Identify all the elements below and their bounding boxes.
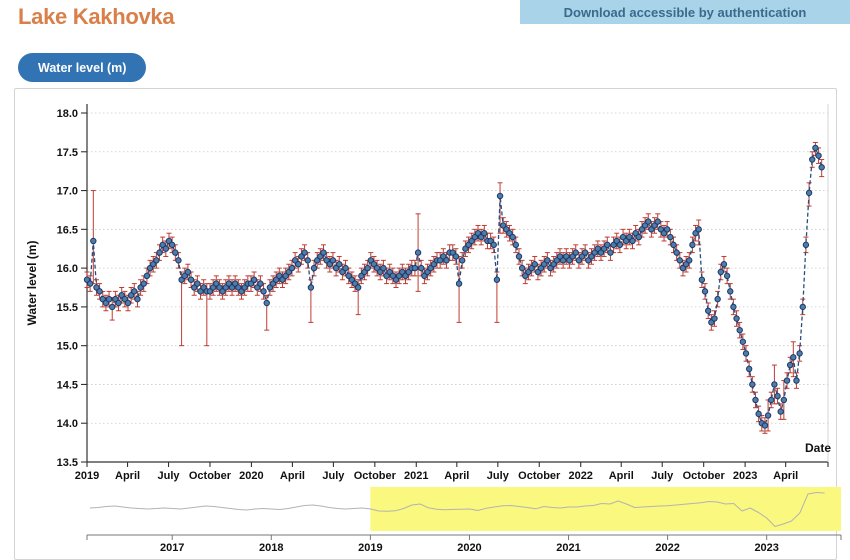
- svg-text:16.5: 16.5: [57, 224, 78, 236]
- svg-text:April: April: [280, 470, 305, 482]
- svg-text:July: July: [487, 470, 510, 482]
- svg-text:October: October: [354, 470, 397, 482]
- svg-text:July: July: [158, 470, 181, 482]
- svg-text:2021: 2021: [556, 542, 580, 554]
- svg-text:April: April: [444, 470, 469, 482]
- overview-line: [89, 492, 825, 527]
- svg-text:2022: 2022: [568, 470, 592, 482]
- auth-download-banner[interactable]: Download accessible by authentication: [520, 0, 850, 24]
- svg-text:17.0: 17.0: [57, 186, 78, 198]
- svg-text:15.5: 15.5: [57, 302, 78, 314]
- svg-text:April: April: [115, 470, 140, 482]
- x-axis: 2019 April July October 2020 April July October…: [75, 462, 829, 482]
- series-markers: [83, 144, 825, 429]
- svg-text:13.5: 13.5: [57, 457, 78, 469]
- svg-text:July: July: [651, 470, 674, 482]
- svg-text:2020: 2020: [457, 542, 481, 554]
- auth-download-banner-label: Download accessible by authentication: [563, 4, 807, 20]
- svg-text:2020: 2020: [239, 470, 263, 482]
- svg-text:2021: 2021: [404, 470, 428, 482]
- svg-text:15.0: 15.0: [57, 341, 78, 353]
- axis-titles: Date Water level (m): [25, 241, 831, 455]
- overview-selected-range[interactable]: [370, 487, 841, 531]
- svg-text:2019: 2019: [358, 542, 382, 554]
- svg-text:2023: 2023: [754, 542, 778, 554]
- svg-text:July: July: [322, 470, 345, 482]
- svg-text:2018: 2018: [259, 542, 283, 554]
- svg-text:17.5: 17.5: [57, 147, 78, 159]
- svg-text:2022: 2022: [655, 542, 679, 554]
- svg-text:16.0: 16.0: [57, 263, 78, 275]
- svg-text:April: April: [609, 470, 634, 482]
- svg-text:2019: 2019: [75, 470, 99, 482]
- svg-text:18.0: 18.0: [57, 108, 78, 120]
- y-axis-title: Water level (m): [25, 241, 39, 326]
- svg-text:October: October: [518, 470, 561, 482]
- svg-text:2023: 2023: [733, 470, 757, 482]
- y-axis: 13.5 14.0 14.5 15.0 15.5 16.0 16.5 17.0 17.5 18.0: [57, 108, 87, 469]
- svg-text:October: October: [683, 470, 726, 482]
- y-gridlines: [87, 112, 828, 463]
- svg-text:October: October: [189, 470, 232, 482]
- page-title: Lake Kakhovka: [18, 4, 175, 29]
- svg-text:14.5: 14.5: [57, 379, 78, 391]
- svg-text:April: April: [773, 470, 798, 482]
- svg-text:2017: 2017: [160, 542, 184, 554]
- chart-panel: [14, 88, 837, 560]
- water-level-tab-button[interactable]: Water level (m): [18, 53, 147, 82]
- overview-axis[interactable]: 2017 2018 2019 2020 2021 2022 2023: [86, 534, 842, 554]
- svg-text:14.0: 14.0: [57, 418, 78, 430]
- x-axis-title: Date: [805, 441, 831, 455]
